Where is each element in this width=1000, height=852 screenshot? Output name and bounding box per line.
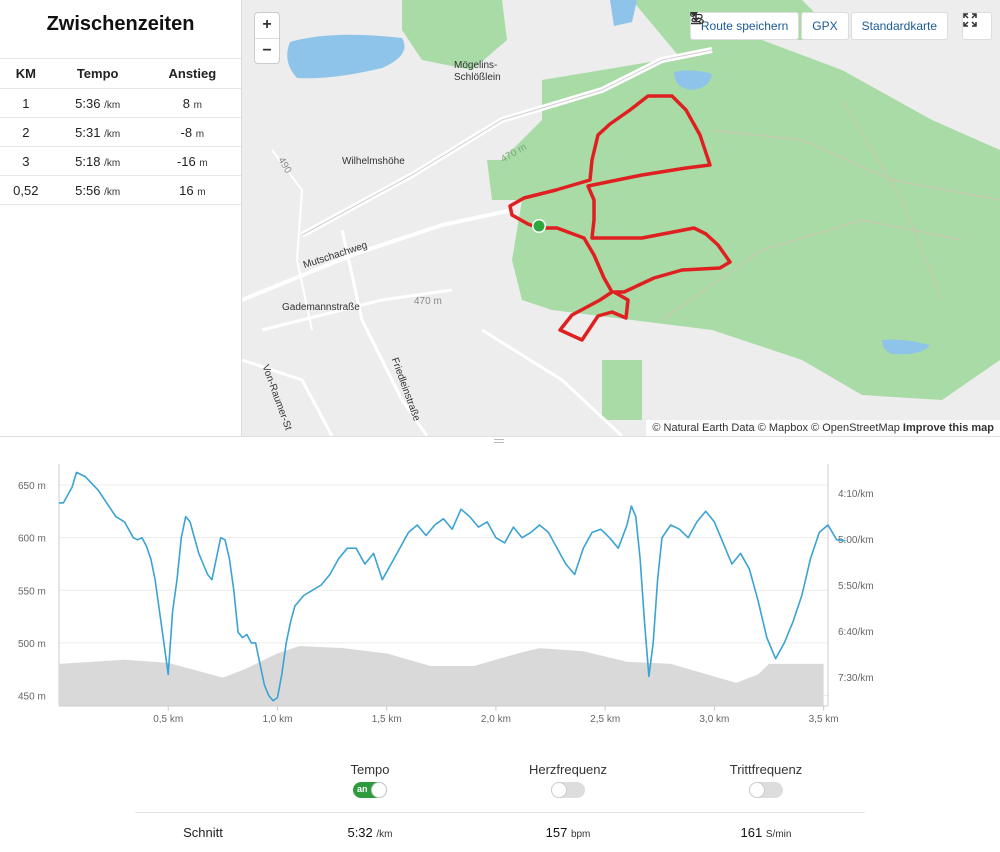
table-row: 0,52 5:56 /km 16 m <box>0 175 241 205</box>
lake <box>610 0 637 26</box>
split-km: 2 <box>0 117 52 147</box>
lake <box>882 339 930 355</box>
lake <box>674 70 712 90</box>
lake <box>287 34 405 79</box>
start-marker <box>533 220 545 232</box>
gpx-download-button[interactable]: GPX <box>690 12 849 40</box>
pace-line <box>59 471 846 702</box>
splits-title: Zwischenzeiten <box>46 13 195 35</box>
forest-area <box>602 360 642 420</box>
y-tick-label-right: 5:50/km <box>838 581 874 592</box>
zoom-control: + − <box>254 12 280 64</box>
y-tick-label-left: 500 m <box>18 639 46 650</box>
average-pace: 5:32 /km <box>347 825 393 840</box>
average-label: Schnitt <box>183 825 223 840</box>
table-row: 1 5:36 /km 8 m <box>0 88 241 118</box>
split-elev: 8 m <box>143 88 241 118</box>
route-map[interactable]: Mögelins- Schlößlein Wilhelmshöhe Mutsch… <box>242 0 1000 436</box>
resize-divider[interactable] <box>0 436 1000 446</box>
y-tick-label-left: 600 m <box>18 534 46 545</box>
x-tick-label: 1,0 km <box>262 714 292 725</box>
toggle-hr-label: Herzfrequenz <box>528 762 608 777</box>
zoom-in-button[interactable]: + <box>262 16 272 33</box>
elevation-pace-chart[interactable]: 650 m 600 m 550 m 500 m 450 m 4:10/km 5:00/km 5… <box>0 450 1000 730</box>
map-toolbar: Route speichern GPX Standardkarte <box>689 12 948 40</box>
toggle-pace-label: Tempo <box>350 762 390 777</box>
hr-toggle-switch[interactable] <box>551 782 585 798</box>
split-pace: 5:36 /km <box>51 88 144 118</box>
split-elev: -8 m <box>143 117 241 147</box>
x-tick-label: 1,5 km <box>372 714 402 725</box>
splits-panel: Zwischenzeiten KM Tempo Anstieg 1 5:36 /… <box>0 0 242 436</box>
elevation-area <box>59 646 824 706</box>
forest-area <box>402 0 507 70</box>
toggle-heart-rate: Herzfrequenz <box>469 762 667 812</box>
split-elev: 16 m <box>143 175 241 205</box>
table-row: 3 5:18 /km -16 m <box>0 146 241 176</box>
splits-header-km: KM <box>0 58 52 89</box>
fullscreen-icon <box>963 13 977 27</box>
map-label: Mögelins- <box>454 60 498 71</box>
x-tick-label: 2,5 km <box>590 714 620 725</box>
forest-area <box>487 160 524 200</box>
table-row: 2 5:31 /km -8 m <box>0 117 241 147</box>
y-tick-label-left: 550 m <box>18 586 46 597</box>
x-tick-label: 2,0 km <box>481 714 511 725</box>
toggle-cadence: Trittfrequenz <box>667 762 865 812</box>
split-km: 3 <box>0 146 52 176</box>
split-km: 0,52 <box>0 175 52 205</box>
y-tick-label-right: 4:10/km <box>838 489 874 500</box>
split-elev: -16 m <box>143 146 241 176</box>
y-tick-label-right: 6:40/km <box>838 627 874 638</box>
zoom-out-button[interactable]: − <box>255 38 279 63</box>
y-tick-label-right: 5:00/km <box>838 535 874 546</box>
split-km: 1 <box>0 88 52 118</box>
average-cadence: 161 S/min <box>740 825 792 840</box>
split-pace: 5:56 /km <box>51 175 144 205</box>
map-attribution: © Natural Earth Data © Mapbox © OpenStre… <box>646 420 1000 436</box>
y-tick-label-right: 7:30/km <box>838 673 874 684</box>
x-tick-label: 3,5 km <box>809 714 839 725</box>
map-label: Wilhelmshöhe <box>342 156 405 167</box>
map-canvas <box>242 0 1000 436</box>
map-type-label: Standardkarte <box>861 19 937 33</box>
gpx-label: GPX <box>812 19 838 33</box>
resize-grip-icon[interactable] <box>494 439 504 443</box>
improve-map-link[interactable]: Improve this map <box>902 422 994 434</box>
splits-table: KM Tempo Anstieg 1 5:36 /km 8 m 2 5:31 /… <box>0 58 241 205</box>
y-tick-label-left: 650 m <box>18 481 46 492</box>
map-label: Gademannstraße <box>282 302 360 313</box>
cadence-toggle-switch[interactable] <box>749 782 783 798</box>
toggle-pace: Tempo an <box>271 762 469 812</box>
fullscreen-button[interactable] <box>962 12 992 40</box>
stats-panel: Tempo an Herzfrequenz Trittfrequenz Schn… <box>135 762 865 852</box>
average-heart-rate: 157 bpm <box>545 825 591 840</box>
save-route-button[interactable]: Route speichern <box>689 12 800 40</box>
contour-label: 470 m <box>414 296 442 307</box>
map-label: Schlößlein <box>454 72 501 83</box>
average-row: Schnitt 5:32 /km 157 bpm 161 S/min <box>135 812 865 852</box>
route-path <box>508 94 732 342</box>
save-route-label: Route speichern <box>700 19 789 33</box>
splits-header-pace: Tempo <box>51 58 144 89</box>
y-tick-label-left: 450 m <box>18 691 46 702</box>
split-pace: 5:31 /km <box>51 117 144 147</box>
chevron-down-icon <box>689 12 698 17</box>
x-tick-label: 0,5 km <box>153 714 183 725</box>
x-tick-label: 3,0 km <box>699 714 729 725</box>
split-pace: 5:18 /km <box>51 146 144 176</box>
toggle-cadence-label: Trittfrequenz <box>729 762 803 777</box>
pace-toggle-switch[interactable]: an <box>353 782 387 798</box>
splits-header-elev: Anstieg <box>143 58 241 89</box>
map-type-select[interactable]: Standardkarte <box>689 12 948 40</box>
